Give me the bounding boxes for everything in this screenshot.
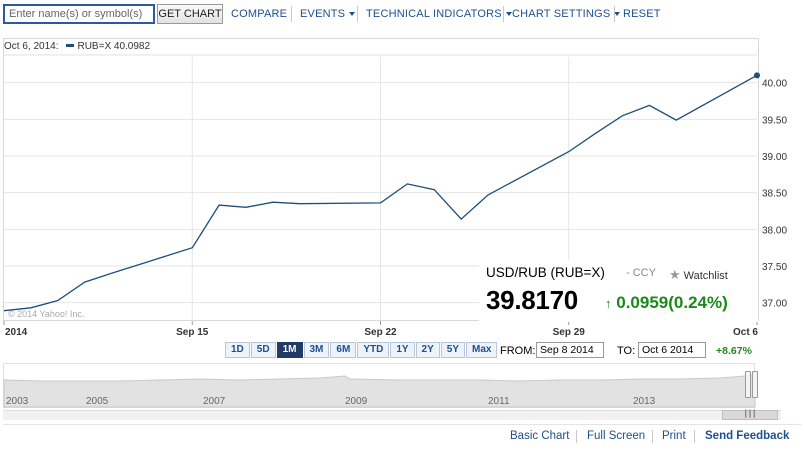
x-tick-label: Oct 6 bbox=[733, 327, 758, 338]
y-tick-label: 39.50 bbox=[762, 115, 787, 126]
y-tick-label: 37.50 bbox=[762, 262, 787, 273]
range-button-1y[interactable]: 1Y bbox=[390, 342, 415, 358]
navigator-year-label: 2003 bbox=[6, 396, 29, 407]
from-label: FROM: bbox=[500, 345, 536, 357]
navigator-year-label: 2013 bbox=[633, 396, 656, 407]
navigator-left-handle[interactable] bbox=[745, 371, 751, 398]
toolbar-divider bbox=[614, 6, 615, 22]
chart-settings-menu[interactable]: CHART SETTINGS bbox=[512, 8, 621, 20]
reset-button[interactable]: RESET bbox=[623, 8, 661, 20]
from-date-input[interactable]: Sep 8 2014 bbox=[536, 342, 604, 358]
symbol-search-input[interactable] bbox=[3, 4, 155, 24]
events-label: EVENTS bbox=[300, 8, 346, 20]
caret-down-icon bbox=[614, 12, 621, 16]
send-feedback-link[interactable]: Send Feedback bbox=[705, 430, 790, 442]
toolbar-divider bbox=[357, 6, 358, 22]
full-screen-link[interactable]: Full Screen bbox=[587, 430, 646, 442]
y-tick-label: 40.00 bbox=[762, 79, 787, 90]
star-icon: ★ bbox=[669, 267, 681, 282]
y-tick-label: 38.50 bbox=[762, 189, 787, 200]
x-tick-label: Sep 15 bbox=[176, 327, 209, 338]
range-button-5d[interactable]: 5D bbox=[250, 342, 276, 358]
y-tick-label: 37.00 bbox=[762, 299, 787, 310]
range-button-1m[interactable]: 1M bbox=[276, 342, 303, 358]
chart-toolbar: GET CHART COMPARE EVENTS TECHNICAL INDIC… bbox=[0, 0, 804, 30]
chart-settings-label: CHART SETTINGS bbox=[512, 8, 611, 20]
range-button-max[interactable]: Max bbox=[466, 342, 498, 358]
chart-legend: Oct 6, 2014: RUB=X 40.0982 bbox=[4, 41, 150, 52]
quote-change: ↑ 0.0959(0.24%) bbox=[605, 293, 728, 313]
watchlist-link[interactable]: ★ Watchlist bbox=[669, 267, 728, 283]
footer-divider bbox=[576, 430, 577, 443]
toolbar-divider bbox=[503, 6, 504, 22]
toolbar-divider bbox=[291, 6, 292, 22]
to-label: TO: bbox=[617, 345, 636, 357]
legend-series: RUB=X 40.0982 bbox=[77, 41, 151, 52]
scrollbar-thumb[interactable]: ┃┃┃ bbox=[722, 410, 778, 420]
compare-label: COMPARE bbox=[231, 8, 288, 20]
compare-menu[interactable]: COMPARE bbox=[231, 8, 287, 20]
copyright-text: © 2014 Yahoo! Inc. bbox=[8, 309, 85, 319]
y-tick-label: 38.00 bbox=[762, 225, 787, 236]
footer-divider bbox=[652, 430, 653, 443]
range-button-1d[interactable]: 1D bbox=[225, 342, 250, 358]
period-change: +8.67% bbox=[716, 345, 752, 357]
technical-indicators-menu[interactable]: TECHNICAL INDICATORS bbox=[366, 8, 512, 20]
caret-down-icon bbox=[349, 12, 356, 16]
quote-price: 39.8170 bbox=[486, 285, 578, 315]
quote-ccy: - CCY bbox=[626, 267, 656, 279]
navigator-year-label: 2009 bbox=[345, 396, 368, 407]
x-tick-label: Sep 22 bbox=[364, 327, 397, 338]
navigator-right-handle[interactable] bbox=[752, 371, 758, 398]
technical-indicators-label: TECHNICAL INDICATORS bbox=[366, 8, 502, 20]
events-menu[interactable]: EVENTS bbox=[300, 8, 356, 20]
footer-divider bbox=[694, 430, 695, 443]
range-button-6m[interactable]: 6M bbox=[330, 342, 357, 358]
x-tick-label: 2014 bbox=[5, 327, 28, 338]
legend-date: Oct 6, 2014: bbox=[4, 41, 59, 52]
navigator-year-label: 2005 bbox=[86, 396, 109, 407]
to-date-input[interactable]: Oct 6 2014 bbox=[638, 342, 706, 358]
range-button-2y[interactable]: 2Y bbox=[415, 342, 440, 358]
y-tick-label: 39.00 bbox=[762, 152, 787, 163]
range-buttons: 1D 5D 1M 3M 6M YTD 1Y 2Y 5Y Max bbox=[225, 342, 498, 358]
x-tick-label: Sep 29 bbox=[553, 327, 586, 338]
basic-chart-link[interactable]: Basic Chart bbox=[510, 430, 570, 442]
caret-down-icon bbox=[505, 12, 512, 16]
get-chart-button[interactable]: GET CHART bbox=[157, 4, 223, 24]
range-button-3m[interactable]: 3M bbox=[303, 342, 330, 358]
quote-box: USD/RUB (RUB=X) - CCY ★ Watchlist 39.8170… bbox=[479, 260, 758, 322]
navigator-scrollbar[interactable] bbox=[3, 410, 781, 420]
watchlist-label: Watchlist bbox=[683, 270, 728, 282]
legend-swatch bbox=[66, 44, 75, 47]
range-button-ytd[interactable]: YTD bbox=[357, 342, 390, 358]
last-price-marker bbox=[754, 72, 760, 79]
quote-change-value: 0.0959(0.24%) bbox=[616, 293, 728, 312]
navigator-year-label: 2011 bbox=[488, 396, 510, 407]
footer-divider bbox=[3, 424, 801, 425]
price-line bbox=[3, 74, 758, 312]
navigator-year-label: 2007 bbox=[203, 396, 226, 407]
range-button-5y[interactable]: 5Y bbox=[440, 342, 466, 358]
print-link[interactable]: Print bbox=[662, 430, 686, 442]
reset-label: RESET bbox=[623, 8, 661, 20]
quote-title: USD/RUB (RUB=X) bbox=[486, 265, 605, 280]
up-arrow-icon: ↑ bbox=[605, 296, 612, 311]
